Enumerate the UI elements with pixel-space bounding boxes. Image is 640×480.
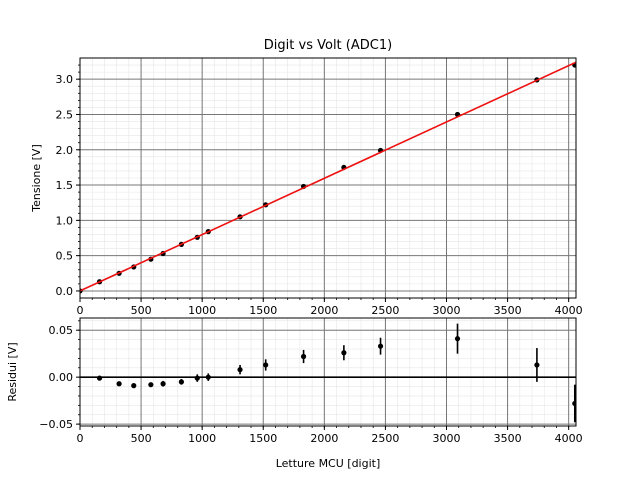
chart-title: Digit vs Volt (ADC1) [264, 38, 392, 53]
top-y-tick-label: 0.0 [56, 285, 74, 298]
top-x-tick-label: 2500 [371, 304, 399, 317]
bottom-marks [80, 323, 576, 423]
bottom-residual-point [377, 343, 384, 349]
bottom-ticks: 0 500 1000 1500 2000 2500 3000 3500 4000 −0.05 0.0… [39, 320, 583, 445]
bottom-residual-point [572, 400, 576, 407]
bottom-residual-point [131, 383, 137, 389]
top-y-tick-label: 3.0 [56, 73, 74, 86]
x-axis-label: Letture MCU [digit] [276, 457, 381, 470]
bottom-residual-point [205, 374, 211, 380]
bottom-x-tick-label: 2000 [310, 432, 338, 445]
bottom-x-tick-label: 3500 [494, 432, 522, 445]
bottom-residual-point [263, 362, 269, 368]
bottom-y-tick-label: 0.05 [49, 324, 74, 337]
bottom-y-tick-label: −0.05 [39, 418, 73, 431]
top-marks [80, 61, 576, 294]
bottom-x-tick-label: 0 [77, 432, 84, 445]
top-y-tick-label: 2.0 [56, 144, 74, 157]
top-x-tick-label: 0 [77, 304, 84, 317]
top-x-tick-label: 2000 [310, 304, 338, 317]
bottom-residual-point [148, 382, 154, 388]
bottom-panel: 0 500 1000 1500 2000 2500 3000 3500 4000 −0.05 0.0… [6, 317, 583, 470]
top-x-tick-label: 1500 [249, 304, 277, 317]
bottom-x-tick-label: 3000 [433, 432, 461, 445]
top-y-tick-label: 2.5 [56, 108, 74, 121]
top-fit-line [80, 61, 576, 292]
top-y-axis-label: Tensione [V] [30, 144, 43, 212]
bottom-y-tick-label: 0.00 [49, 371, 74, 384]
bottom-residual-point [116, 381, 122, 387]
bottom-y-axis-label: Residui [V] [6, 342, 19, 401]
bottom-axes-frame [79, 317, 577, 427]
bottom-residual-point [237, 367, 243, 373]
bottom-residual-point [96, 375, 103, 381]
top-x-tick-label: 3500 [494, 304, 522, 317]
top-y-tick-label: 1.5 [56, 179, 74, 192]
bottom-residual-point [534, 362, 540, 368]
top-panel: 0 500 1000 1500 2000 2500 3000 3500 4000 0.0 0.5 1.… [30, 38, 583, 317]
top-y-tick-label: 1.0 [56, 214, 74, 227]
bottom-residual-point [341, 350, 347, 356]
bottom-minor-grid [79, 318, 576, 426]
bottom-residual-point [160, 381, 166, 387]
bottom-x-tick-label: 1500 [249, 432, 277, 445]
top-ticks: 0 500 1000 1500 2000 2500 3000 3500 4000 0.0 0.5 1.… [56, 64, 583, 317]
top-x-tick-label: 1000 [188, 304, 216, 317]
top-x-tick-label: 500 [131, 304, 152, 317]
bottom-x-tick-label: 500 [131, 432, 152, 445]
top-x-tick-label: 4000 [555, 304, 583, 317]
bottom-x-tick-label: 4000 [555, 432, 583, 445]
top-x-tick-label: 3000 [433, 304, 461, 317]
bottom-residual-point [178, 379, 184, 385]
bottom-residual-point [300, 353, 307, 360]
bottom-residual-point [194, 375, 200, 381]
top-y-tick-label: 0.5 [56, 250, 74, 263]
bottom-x-tick-label: 2500 [371, 432, 399, 445]
bottom-residual-point [454, 336, 461, 342]
bottom-x-tick-label: 1000 [188, 432, 216, 445]
